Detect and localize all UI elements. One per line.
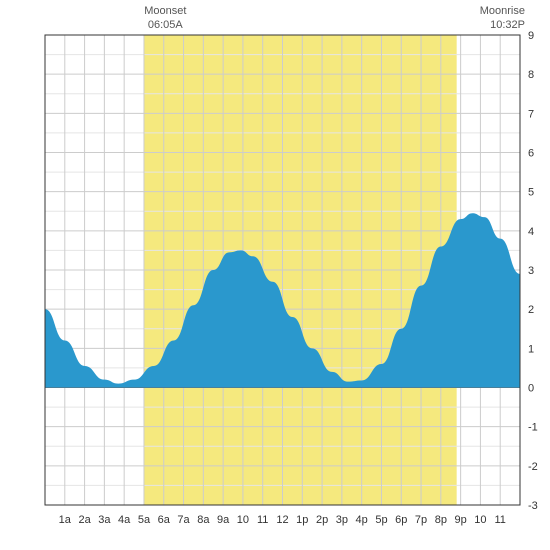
y-tick-label: 5 bbox=[528, 187, 534, 199]
x-tick-label: 6a bbox=[158, 514, 171, 526]
x-tick-label: 9a bbox=[217, 514, 230, 526]
x-tick-label: 12 bbox=[276, 514, 288, 526]
y-tick-label: 2 bbox=[528, 304, 534, 316]
x-tick-label: 2a bbox=[78, 514, 91, 526]
y-tick-label: 1 bbox=[528, 343, 534, 355]
moonrise-title: Moonrise bbox=[480, 5, 525, 17]
x-tick-label: 1p bbox=[296, 514, 308, 526]
x-tick-label: 3a bbox=[98, 514, 111, 526]
moonset-label: Moonset 06:05A bbox=[135, 4, 195, 33]
y-tick-label: 8 bbox=[528, 69, 534, 81]
y-tick-label: 9 bbox=[528, 30, 534, 42]
x-tick-label: 6p bbox=[395, 514, 407, 526]
x-tick-label: 4p bbox=[356, 514, 368, 526]
x-tick-label: 11 bbox=[257, 514, 268, 526]
x-tick-label: 7p bbox=[415, 514, 427, 526]
y-tick-label: 7 bbox=[528, 108, 534, 120]
x-tick-label: 11 bbox=[494, 514, 505, 526]
x-tick-label: 9p bbox=[455, 514, 467, 526]
y-tick-label: -1 bbox=[528, 422, 538, 434]
x-tick-label: 7a bbox=[177, 514, 190, 526]
y-tick-label: 3 bbox=[528, 265, 534, 277]
tide-chart: Moonset 06:05A Moonrise 10:32P -3-2-1012… bbox=[0, 0, 550, 550]
x-tick-label: 5p bbox=[375, 514, 387, 526]
chart-svg: -3-2-101234567891a2a3a4a5a6a7a8a9a101112… bbox=[0, 0, 550, 550]
x-tick-label: 8p bbox=[435, 514, 447, 526]
y-tick-label: 6 bbox=[528, 148, 534, 160]
x-tick-label: 8a bbox=[197, 514, 210, 526]
moonrise-time: 10:32P bbox=[490, 19, 525, 31]
x-tick-label: 4a bbox=[118, 514, 131, 526]
x-tick-label: 5a bbox=[138, 514, 151, 526]
x-tick-label: 1a bbox=[59, 514, 72, 526]
y-tick-label: -3 bbox=[528, 500, 538, 512]
y-tick-label: 4 bbox=[528, 226, 534, 238]
y-tick-label: -2 bbox=[528, 461, 538, 473]
x-tick-label: 2p bbox=[316, 514, 328, 526]
x-tick-label: 3p bbox=[336, 514, 348, 526]
moonrise-label: Moonrise 10:32P bbox=[470, 4, 525, 33]
y-tick-label: 0 bbox=[528, 383, 534, 395]
moonset-title: Moonset bbox=[144, 5, 186, 17]
x-tick-label: 10 bbox=[237, 514, 249, 526]
x-tick-label: 10 bbox=[474, 514, 486, 526]
moonset-time: 06:05A bbox=[148, 19, 183, 31]
